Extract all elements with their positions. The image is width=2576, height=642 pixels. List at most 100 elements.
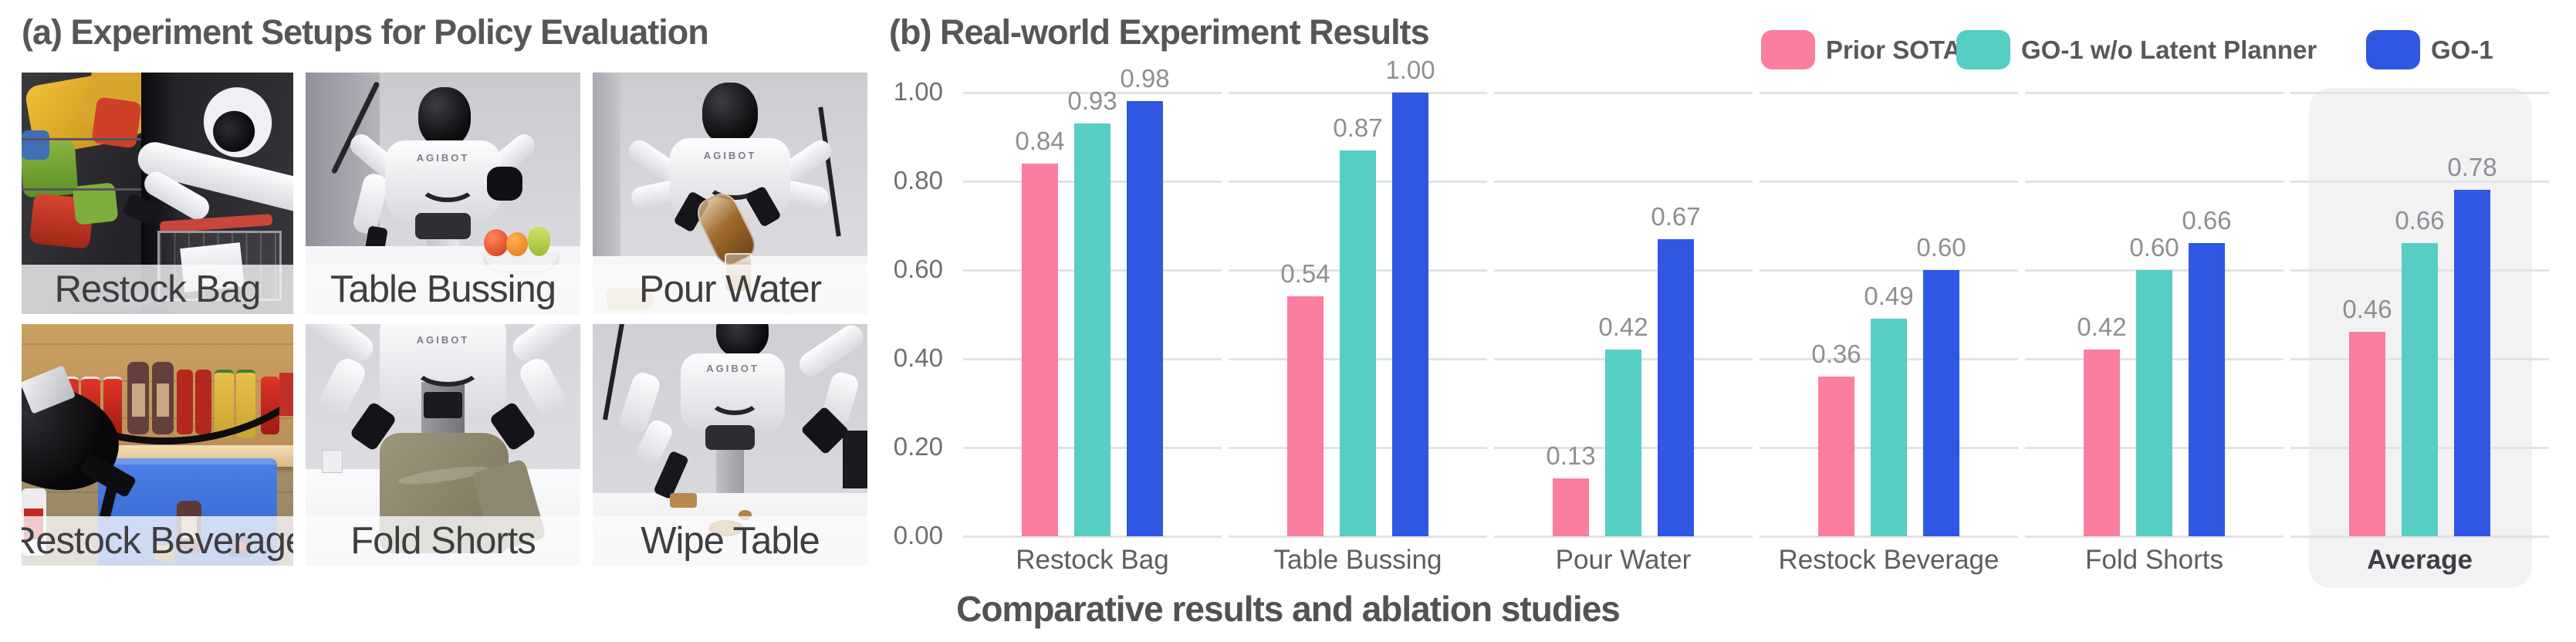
category-label-restock-beverage: Restock Beverage bbox=[1778, 545, 2000, 575]
photo-label-band: Table Bussing bbox=[306, 265, 580, 314]
bar-go-1-w-o-latent-planner-restock-beverage bbox=[1871, 319, 1907, 536]
gridline bbox=[1494, 92, 1753, 94]
photo-label: Table Bussing bbox=[330, 269, 556, 310]
bar-value-label: 0.78 bbox=[2447, 153, 2497, 181]
category-label-average: Average bbox=[2367, 545, 2473, 575]
bar-value-label: 0.60 bbox=[1916, 233, 1966, 262]
bar-go-1-fold-shorts bbox=[2189, 243, 2225, 536]
photo-table-bussing: AGIBOT Table Bussing bbox=[306, 73, 580, 314]
bar-value-label: 0.42 bbox=[2077, 313, 2127, 341]
legend-swatch-go1-wo-planner bbox=[1956, 30, 2010, 69]
bar-value-label: 0.54 bbox=[1280, 259, 1330, 288]
gridline bbox=[963, 92, 1222, 94]
bar-prior-sota-restock-beverage bbox=[1818, 377, 1854, 536]
bar-go-1-w-o-latent-planner-restock-bag bbox=[1074, 123, 1111, 536]
bar-go-1-average bbox=[2454, 190, 2490, 536]
photo-label: Pour Water bbox=[639, 269, 822, 310]
legend-label: GO-1 w/o Latent Planner bbox=[2021, 35, 2317, 64]
gridline bbox=[1494, 181, 1753, 183]
panel-b-title: (b) Real-world Experiment Results bbox=[889, 12, 1430, 52]
photo-label: Wipe Table bbox=[641, 520, 820, 562]
legend-swatch-prior-sota bbox=[1761, 30, 1815, 69]
gridline bbox=[1760, 536, 2018, 538]
photo-fold-shorts: AGIBOT Fold Shorts bbox=[306, 324, 580, 566]
legend-item-go1-wo-planner: GO-1 w/o Latent Planner bbox=[1956, 30, 2317, 69]
bar-prior-sota-table-bussing bbox=[1287, 296, 1323, 536]
bar-value-label: 0.66 bbox=[2395, 206, 2445, 235]
wall-socket bbox=[322, 449, 343, 473]
bar-go-1-w-o-latent-planner-table-bussing bbox=[1340, 150, 1376, 536]
photo-label-band: Fold Shorts bbox=[306, 516, 580, 566]
legend-swatch-go1 bbox=[2366, 30, 2420, 69]
bar-value-label: 0.93 bbox=[1067, 86, 1117, 115]
bar-value-label: 1.00 bbox=[1385, 56, 1435, 84]
bar-value-label: 0.98 bbox=[1120, 64, 1170, 93]
gridline bbox=[1494, 536, 1753, 538]
photo-label: Restock Bag bbox=[54, 269, 262, 310]
bar-value-label: 0.36 bbox=[1811, 340, 1861, 368]
bar-prior-sota-fold-shorts bbox=[2084, 350, 2120, 536]
legend-label: Prior SOTA bbox=[1826, 35, 1962, 64]
panel-a-title: (a) Experiment Setups for Policy Evaluat… bbox=[22, 12, 709, 52]
robot-head bbox=[702, 82, 758, 145]
category-label-fold-shorts: Fold Shorts bbox=[2085, 545, 2223, 575]
photo-label: Restock Beverage bbox=[22, 520, 293, 562]
robot-chest-arc bbox=[418, 167, 478, 203]
gridline bbox=[2025, 92, 2284, 94]
photo-restock-beverage: Restock Beverage bbox=[22, 324, 293, 566]
robot-head bbox=[418, 86, 471, 148]
y-tick-label: 0.60 bbox=[893, 255, 943, 283]
figure-caption: Comparative results and ablation studies bbox=[956, 589, 1621, 629]
rack-wire bbox=[22, 138, 147, 141]
bar-value-label: 0.42 bbox=[1598, 313, 1648, 341]
snack-bags bbox=[22, 73, 159, 265]
bar-value-label: 0.13 bbox=[1546, 441, 1596, 470]
bar-value-label: 0.60 bbox=[2129, 233, 2179, 262]
bar-go-1-w-o-latent-planner-average bbox=[2402, 243, 2438, 536]
gridline bbox=[1229, 92, 1487, 94]
legend-item-prior-sota: Prior SOTA bbox=[1761, 30, 1961, 69]
wipe-sponge bbox=[669, 493, 698, 508]
robot-chest-logo: AGIBOT bbox=[703, 150, 757, 162]
bar-go-1-w-o-latent-planner-fold-shorts bbox=[2136, 270, 2172, 536]
legend-item-go1: GO-1 bbox=[2366, 30, 2493, 69]
fruit-pear bbox=[528, 227, 550, 256]
photo-restock-bag: Restock Bag bbox=[22, 73, 293, 314]
y-tick-label: 0.00 bbox=[893, 521, 943, 549]
rack-wire bbox=[22, 188, 147, 191]
bar-go-1-table-bussing bbox=[1392, 93, 1428, 536]
robot-chest-logo: AGIBOT bbox=[706, 363, 759, 375]
photo-pour-water: AGIBOT Pour Water bbox=[593, 73, 867, 314]
bar-value-label: 0.46 bbox=[2342, 295, 2392, 323]
bar-value-label: 0.49 bbox=[1864, 282, 1914, 310]
robot-chest-logo: AGIBOT bbox=[416, 152, 470, 164]
bar-value-label: 0.67 bbox=[1651, 202, 1701, 231]
snack-bag-blue bbox=[22, 130, 49, 160]
gridline bbox=[963, 536, 1222, 538]
photo-label-band: Pour Water bbox=[593, 265, 867, 314]
robot-waist bbox=[415, 212, 471, 239]
photo-label: Fold Shorts bbox=[350, 520, 536, 562]
category-label-pour-water: Pour Water bbox=[1555, 545, 1692, 575]
bar-go-1-pour-water bbox=[1658, 239, 1694, 536]
bar-value-label: 0.84 bbox=[1015, 127, 1065, 155]
bar-go-1-w-o-latent-planner-pour-water bbox=[1605, 350, 1641, 536]
robot-head bbox=[716, 324, 769, 358]
bar-prior-sota-restock-bag bbox=[1022, 164, 1058, 536]
gridline bbox=[2290, 536, 2549, 538]
y-tick-label: 1.00 bbox=[893, 77, 943, 106]
robot-chest-arc bbox=[708, 382, 762, 416]
legend-label: GO-1 bbox=[2431, 35, 2493, 64]
bar-value-label: 0.66 bbox=[2182, 206, 2232, 235]
category-label-table-bussing: Table Bussing bbox=[1273, 545, 1442, 575]
gridline bbox=[2290, 181, 2549, 183]
bar-prior-sota-pour-water bbox=[1553, 478, 1589, 536]
bar-go-1-restock-beverage bbox=[1923, 270, 1959, 536]
bar-prior-sota-average bbox=[2349, 332, 2385, 536]
robot-waist bbox=[705, 425, 756, 450]
dark-object bbox=[842, 430, 867, 488]
y-tick-label: 0.80 bbox=[893, 166, 943, 194]
photo-label-band: Wipe Table bbox=[593, 516, 867, 566]
